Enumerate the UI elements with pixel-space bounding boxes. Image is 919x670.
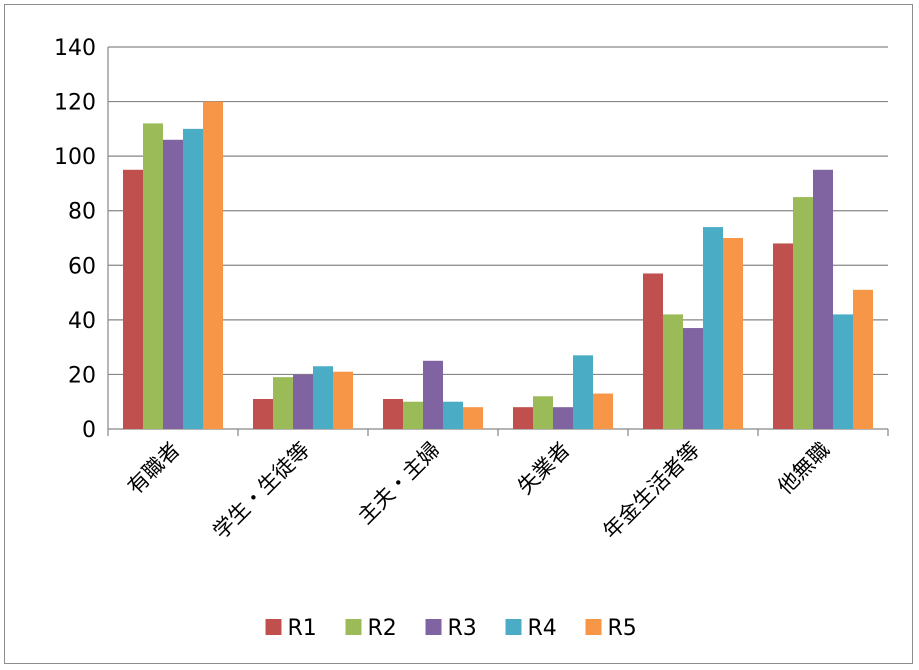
y-tick-label: 20	[68, 363, 96, 388]
bar-r1-5	[773, 243, 793, 429]
x-category-label: 学生・生徒等	[208, 438, 314, 544]
bar-r4-0	[183, 128, 203, 429]
bar-r5-4	[723, 238, 743, 429]
x-category-label: 他無職	[773, 438, 835, 500]
bar-r3-0	[163, 139, 183, 429]
bar-r2-3	[533, 396, 553, 429]
bar-r1-3	[513, 407, 533, 429]
bar-r5-5	[853, 289, 873, 429]
legend-label-r3: R3	[448, 616, 477, 641]
bar-r3-2	[423, 360, 443, 429]
bar-r2-1	[273, 377, 293, 429]
bar-r1-0	[123, 169, 143, 430]
bar-r5-1	[333, 371, 353, 429]
y-tick-label: 140	[54, 36, 96, 61]
bar-r1-4	[643, 273, 663, 429]
legend-label-r2: R2	[368, 616, 397, 641]
bar-r4-4	[703, 227, 723, 429]
x-category-label: 主夫・主婦	[353, 438, 444, 529]
bar-r3-1	[293, 374, 313, 429]
legend-label-r4: R4	[528, 616, 557, 641]
legend-swatch-r5	[585, 619, 602, 635]
y-tick-label: 120	[54, 91, 96, 116]
bar-r1-2	[383, 398, 403, 429]
y-tick-label: 60	[68, 254, 96, 279]
bar-r3-4	[683, 328, 703, 429]
bar-r2-2	[403, 401, 423, 429]
legend-swatch-r1	[265, 619, 282, 635]
bar-r4-5	[833, 314, 853, 429]
legend-swatch-r2	[345, 619, 362, 635]
legend-label-r1: R1	[288, 616, 317, 641]
bar-r4-3	[573, 355, 593, 429]
y-tick-label: 40	[68, 309, 96, 334]
y-tick-label: 80	[68, 200, 96, 225]
bar-r2-0	[143, 123, 163, 430]
x-category-label: 年金生活者等	[598, 438, 704, 544]
bar-r3-3	[553, 407, 573, 429]
legend-swatch-r3	[425, 619, 442, 635]
x-category-label: 有職者	[123, 438, 185, 500]
y-tick-label: 0	[82, 418, 96, 443]
bar-r5-0	[203, 101, 223, 430]
legend-swatch-r4	[505, 619, 522, 635]
legend-label-r5: R5	[608, 616, 637, 641]
y-tick-label: 100	[54, 145, 96, 170]
bar-r2-5	[793, 197, 813, 429]
bar-r5-2	[463, 407, 483, 429]
bar-r3-5	[813, 169, 833, 430]
bar-r4-2	[443, 401, 463, 429]
x-category-label: 失業者	[513, 438, 575, 500]
bar-r5-3	[593, 393, 613, 429]
bar-r2-4	[663, 314, 683, 429]
bar-r4-1	[313, 366, 333, 429]
bar-r1-1	[253, 398, 273, 429]
